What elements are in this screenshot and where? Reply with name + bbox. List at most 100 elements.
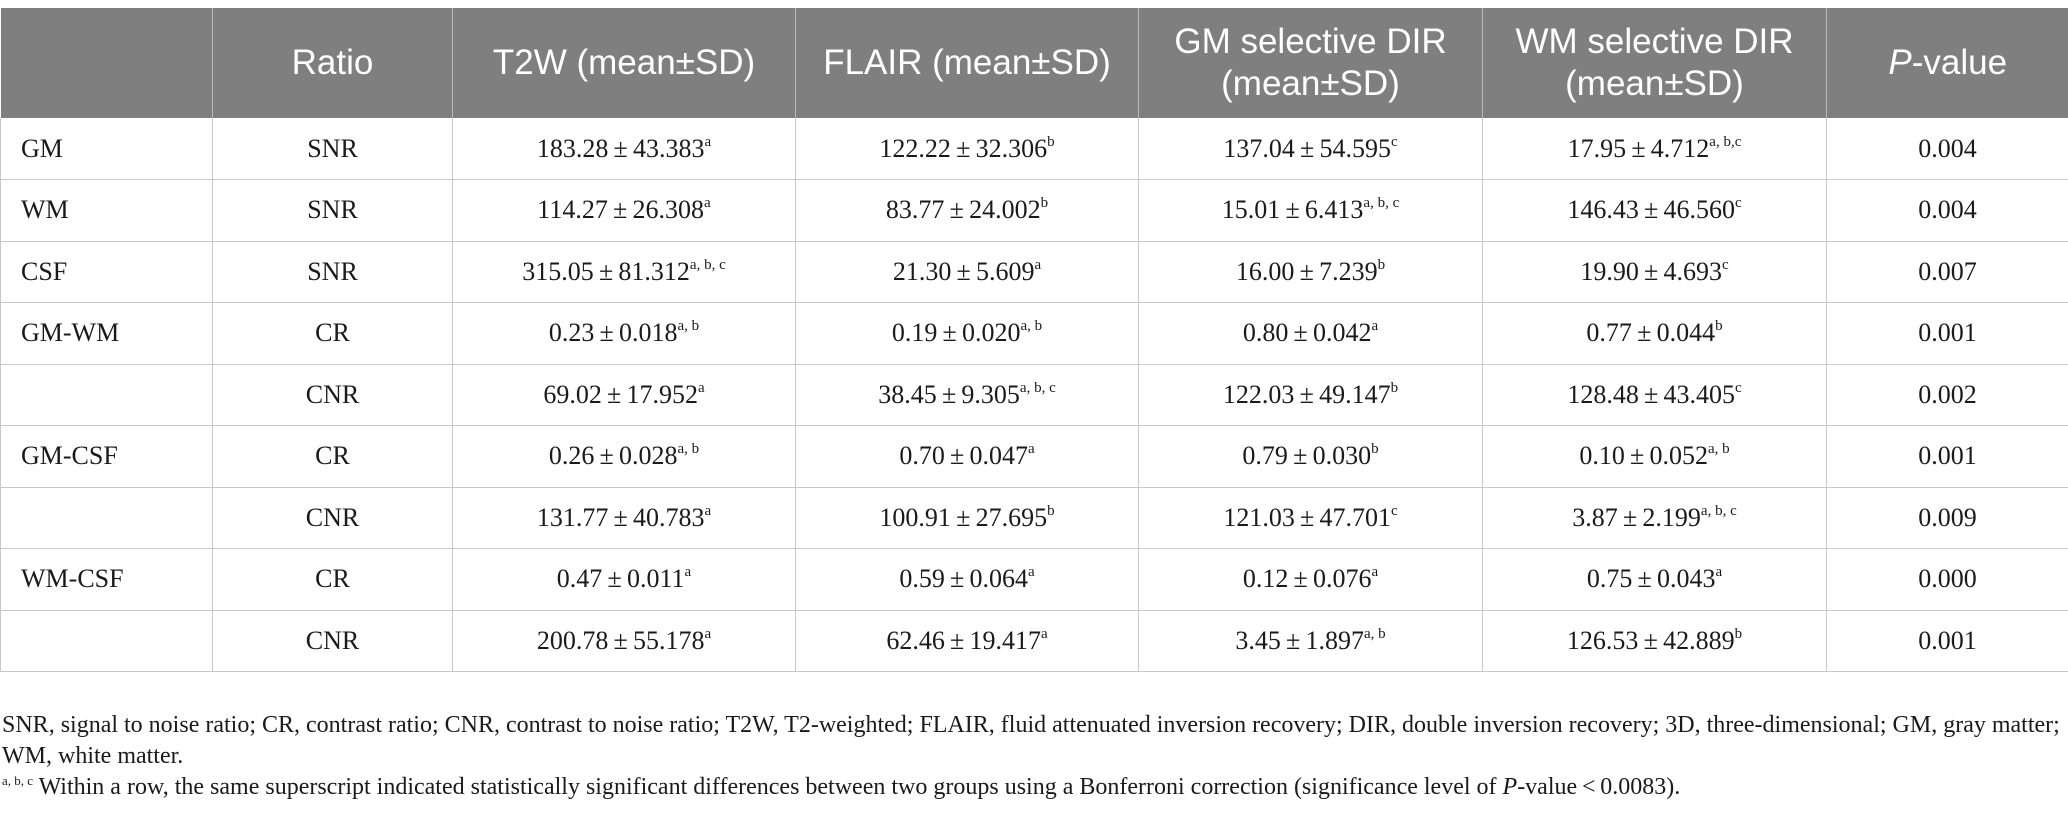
cell-wm-dir: 128.48 ± 43.405c xyxy=(1482,364,1827,426)
cell-superscript: b xyxy=(1715,318,1723,335)
cell-gm-dir: 0.79 ± 0.030b xyxy=(1138,425,1483,488)
cell-superscript: a, b xyxy=(677,441,700,458)
header-flair-line1: FLAIR (mean±SD) xyxy=(823,43,1111,82)
cell-pvalue: 0.007 xyxy=(1826,241,2068,303)
cell-value: 0.26 ± 0.028 xyxy=(548,441,678,471)
cell-value: 315.05 ± 81.312 xyxy=(522,256,690,286)
cell-t2w: 0.23 ± 0.018a, b xyxy=(452,302,796,365)
results-table-container: Ratio T2W (mean±SD) FLAIR (mean±SD) GM sele… xyxy=(0,8,2068,672)
cell-wm-dir: 146.43 ± 46.560c xyxy=(1482,179,1827,242)
table-row: GM SNR 183.28 ± 43.383a 122.22 ± 32.306b 137… xyxy=(0,118,2068,180)
cell-superscript: b xyxy=(1390,379,1399,396)
cell-ratio: CNR xyxy=(212,610,453,672)
cell-value: 0.80 ± 0.042 xyxy=(1242,318,1372,348)
cell-flair: 100.91 ± 27.695b xyxy=(795,487,1139,549)
cell-superscript: a xyxy=(1371,318,1379,335)
header-t2w: T2W (mean±SD) xyxy=(452,8,796,118)
significance-footnote: a, b, c Within a row, the same superscri… xyxy=(2,772,2062,803)
footnote-text-1: Within a row, the same superscript indic… xyxy=(33,774,1503,800)
cell-tissue xyxy=(0,364,213,426)
cell-value: 17.95 ± 4.712 xyxy=(1567,133,1710,163)
cell-wm-dir: 0.77 ± 0.044b xyxy=(1482,302,1827,365)
cell-t2w: 114.27 ± 26.308a xyxy=(452,179,796,242)
cell-flair: 0.70 ± 0.047a xyxy=(795,425,1139,488)
cell-superscript: a, b, c xyxy=(689,256,726,273)
cell-superscript: a xyxy=(1028,441,1035,458)
cell-superscript: a xyxy=(1028,564,1035,581)
cell-superscript: a, b xyxy=(1364,625,1386,642)
cell-tissue: GM-CSF xyxy=(0,425,213,488)
cell-superscript: c xyxy=(1391,502,1398,519)
cell-superscript: a xyxy=(704,502,712,519)
cell-value: 3.87 ± 2.199 xyxy=(1572,502,1701,532)
cell-superscript: c xyxy=(1735,195,1742,212)
header-flair: FLAIR (mean±SD) xyxy=(795,8,1139,118)
cell-pvalue: 0.001 xyxy=(1826,610,2068,672)
table-header: Ratio T2W (mean±SD) FLAIR (mean±SD) GM sele… xyxy=(0,8,2068,118)
cell-value: 0.70 ± 0.047 xyxy=(899,441,1028,471)
cell-superscript: c xyxy=(1722,256,1729,273)
table-row: CNR 200.78 ± 55.178a 62.46 ± 19.417a 3.45 ±… xyxy=(0,610,2068,672)
cell-ratio: SNR xyxy=(212,179,453,242)
cell-superscript: a xyxy=(704,625,712,642)
cell-value: 0.75 ± 0.043 xyxy=(1586,564,1716,594)
header-gm-dir-line1: GM selective DIR xyxy=(1174,22,1447,61)
cell-superscript: a xyxy=(1041,625,1048,642)
cell-ratio: SNR xyxy=(212,241,453,303)
cell-t2w: 0.26 ± 0.028a, b xyxy=(452,425,796,488)
cell-t2w: 200.78 ± 55.178a xyxy=(452,610,796,672)
cell-superscript: a, b, c xyxy=(1700,502,1737,519)
table-row: WM SNR 114.27 ± 26.308a 83.77 ± 24.002b 15.0… xyxy=(0,179,2068,242)
cell-wm-dir: 19.90 ± 4.693c xyxy=(1482,241,1827,303)
cell-superscript: a xyxy=(698,379,705,396)
cell-value: 0.12 ± 0.076 xyxy=(1242,564,1372,594)
cell-superscript: b xyxy=(1377,256,1386,273)
cell-flair: 21.30 ± 5.609a xyxy=(795,241,1139,303)
cell-value: 69.02 ± 17.952 xyxy=(543,379,698,409)
cell-superscript: b xyxy=(1371,441,1379,458)
cell-flair: 0.59 ± 0.064a xyxy=(795,548,1139,611)
table-row: CNR 131.77 ± 40.783a 100.91 ± 27.695b 121.0… xyxy=(0,487,2068,549)
cell-value: 121.03 ± 47.701 xyxy=(1223,502,1391,532)
cell-superscript: a xyxy=(1715,564,1723,581)
cell-superscript: a xyxy=(1034,256,1042,273)
cell-value: 21.30 ± 5.609 xyxy=(892,256,1035,286)
header-row: Ratio T2W (mean±SD) FLAIR (mean±SD) GM sele… xyxy=(0,8,2068,118)
cell-value: 0.79 ± 0.030 xyxy=(1242,441,1372,471)
cell-value: 137.04 ± 54.595 xyxy=(1223,133,1391,163)
table-row: WM-CSF CR 0.47 ± 0.011a 0.59 ± 0.064a 0.12 ±… xyxy=(0,548,2068,611)
results-table: Ratio T2W (mean±SD) FLAIR (mean±SD) GM sele… xyxy=(0,8,2068,672)
cell-value: 19.90 ± 4.693 xyxy=(1580,256,1722,286)
cell-gm-dir: 0.80 ± 0.042a xyxy=(1138,302,1483,365)
cell-superscript: a, b, c xyxy=(1019,379,1056,396)
cell-t2w: 315.05 ± 81.312a, b, c xyxy=(452,241,796,303)
cell-value: 16.00 ± 7.239 xyxy=(1235,256,1378,286)
cell-ratio: CR xyxy=(212,548,453,611)
cell-gm-dir: 15.01 ± 6.413a, b, c xyxy=(1138,179,1483,242)
cell-gm-dir: 16.00 ± 7.239b xyxy=(1138,241,1483,303)
cell-pvalue: 0.000 xyxy=(1826,548,2068,611)
cell-tissue xyxy=(0,487,213,549)
cell-value: 100.91 ± 27.695 xyxy=(879,502,1048,532)
cell-value: 0.19 ± 0.020 xyxy=(891,318,1021,348)
cell-flair: 38.45 ± 9.305a, b, c xyxy=(795,364,1139,426)
header-t2w-line1: T2W (mean±SD) xyxy=(492,43,756,82)
header-wm-dir: WM selective DIR (mean±SD) xyxy=(1482,8,1827,118)
cell-superscript: a, b,c xyxy=(1709,133,1742,150)
cell-value: 15.01 ± 6.413 xyxy=(1221,195,1364,225)
cell-value: 146.43 ± 46.560 xyxy=(1567,195,1735,225)
cell-ratio: CNR xyxy=(212,364,453,426)
cell-wm-dir: 17.95 ± 4.712a, b,c xyxy=(1482,118,1827,180)
cell-superscript: a, b, c xyxy=(1363,195,1400,212)
cell-pvalue: 0.001 xyxy=(1826,425,2068,488)
cell-pvalue: 0.002 xyxy=(1826,364,2068,426)
header-wm-dir-line1: WM selective DIR xyxy=(1515,22,1794,61)
cell-superscript: b xyxy=(1734,625,1743,642)
header-ratio: Ratio xyxy=(212,8,453,118)
cell-wm-dir: 0.75 ± 0.043a xyxy=(1482,548,1827,611)
cell-tissue: GM-WM xyxy=(0,302,213,365)
cell-value: 0.77 ± 0.044 xyxy=(1586,318,1716,348)
footnote-italic-p: P xyxy=(1502,774,1518,800)
cell-superscript: a xyxy=(1371,564,1379,581)
